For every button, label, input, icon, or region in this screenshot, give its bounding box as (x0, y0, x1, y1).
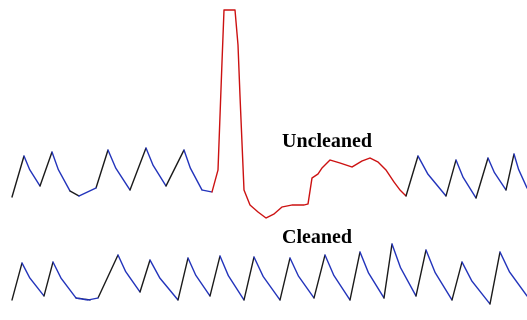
pulse-fall (145, 147, 167, 187)
pulse-fall (149, 259, 179, 301)
pulse-baseline (75, 297, 99, 301)
pulse-rise (43, 261, 54, 297)
pulse-baseline (78, 187, 97, 197)
pulse-rise (97, 254, 119, 299)
pulse-fall (461, 261, 491, 305)
pulse-rise (11, 262, 23, 301)
pulse-fall (391, 243, 417, 297)
pulse-rise (129, 147, 147, 191)
pulse-rise (39, 151, 53, 187)
artifact-segment (211, 9, 407, 219)
pulse-fall (359, 251, 385, 299)
pulse-fall (487, 157, 507, 191)
pulse-fall (51, 151, 71, 192)
pulse-fall (253, 256, 281, 301)
pulse-rise (383, 243, 393, 299)
pulse-fall (499, 251, 527, 297)
pulse-fall (219, 255, 245, 301)
pulse-rise (165, 149, 185, 187)
pulse-rise (69, 190, 80, 197)
pulse-rise (243, 256, 255, 301)
pulse-fall (187, 257, 211, 297)
pulse-fall (455, 159, 477, 199)
pulse-rise (349, 251, 361, 301)
pulse-fall (513, 153, 527, 189)
pulse-fall (52, 261, 77, 299)
cleaned-trace (11, 243, 527, 305)
uncleaned-label: Uncleaned (282, 130, 372, 152)
pulse-fall (324, 254, 351, 301)
uncleaned-trace (11, 9, 527, 219)
pulse-fall (117, 254, 141, 293)
pulse-rise (489, 251, 501, 305)
pulse-rise (139, 259, 151, 293)
pulse-rise (279, 257, 291, 301)
pulse-rise (405, 155, 419, 197)
pulse-rise (451, 261, 463, 301)
cleaned-label: Cleaned (282, 226, 352, 248)
pulse-rise (209, 255, 221, 297)
pulse-rise (11, 155, 25, 198)
pulse-fall (107, 149, 131, 191)
pulse-rise (95, 149, 109, 189)
pulse-rise (177, 257, 189, 301)
pulse-rise (415, 249, 427, 297)
pulse-fall (23, 155, 41, 187)
pulse-rise (313, 254, 326, 299)
pulse-fall (289, 257, 315, 299)
pulse-rise (475, 157, 489, 199)
pulse-fall (425, 249, 453, 301)
pulse-fall (417, 155, 447, 197)
pulse-fall (21, 262, 45, 297)
pulse-baseline (201, 189, 213, 193)
pulse-rise (505, 153, 515, 191)
pulse-fall (183, 149, 203, 191)
pulse-rise (445, 159, 457, 197)
